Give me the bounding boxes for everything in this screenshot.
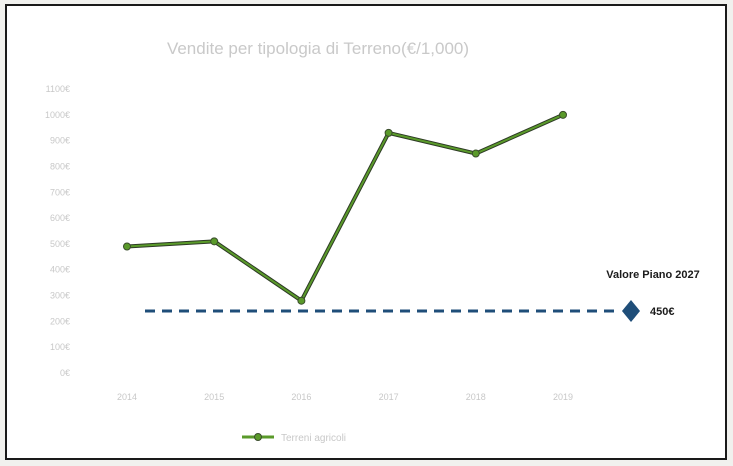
y-tick-label: 700€ <box>50 187 70 197</box>
chart-title: Vendite per tipologia di Terreno(€/1,000… <box>167 39 469 58</box>
data-point <box>123 242 131 251</box>
series-group <box>123 110 567 305</box>
series-line <box>126 113 564 302</box>
x-tick-label: 2019 <box>553 392 573 402</box>
legend-swatch-marker <box>254 433 262 441</box>
legend: Terreni agricoli <box>242 433 346 444</box>
reference-group: Valore Piano 2027 450€ <box>145 269 700 323</box>
data-point <box>297 296 306 305</box>
reference-value-label: 450€ <box>650 306 674 318</box>
legend-label: Terreni agricoli <box>281 433 346 444</box>
x-tick-label: 2018 <box>466 392 486 402</box>
data-point <box>559 110 567 119</box>
data-point <box>471 149 480 158</box>
x-tick-label: 2017 <box>379 392 399 402</box>
y-tick-label: 1100€ <box>46 84 70 94</box>
x-tick-label: 2014 <box>117 392 137 402</box>
y-tick-label: 600€ <box>50 213 70 223</box>
y-tick-label: 200€ <box>50 316 70 326</box>
data-point <box>210 237 219 246</box>
y-tick-label: 1000€ <box>45 110 70 120</box>
reference-label: Valore Piano 2027 <box>606 269 700 281</box>
y-tick-label: 0€ <box>60 368 70 378</box>
chart-frame <box>5 4 727 460</box>
series-line-shadow <box>126 112 564 303</box>
reference-marker <box>621 300 641 323</box>
x-tick-label: 2015 <box>204 392 224 402</box>
y-tick-label: 900€ <box>50 136 70 146</box>
y-tick-label: 800€ <box>50 161 70 171</box>
y-tick-label: 300€ <box>50 291 70 301</box>
x-tick-label: 2016 <box>291 392 311 402</box>
y-tick-label: 100€ <box>50 342 70 352</box>
y-tick-label: 500€ <box>50 239 70 249</box>
x-axis-ticks: 2014 2015 2016 2017 2018 2019 <box>117 392 573 402</box>
y-tick-label: 400€ <box>50 265 70 275</box>
data-point <box>384 128 393 137</box>
y-axis-ticks: 0€ 100€ 200€ 300€ 400€ 500€ 600€ 700€ 800€ 900€ 10… <box>45 84 70 378</box>
